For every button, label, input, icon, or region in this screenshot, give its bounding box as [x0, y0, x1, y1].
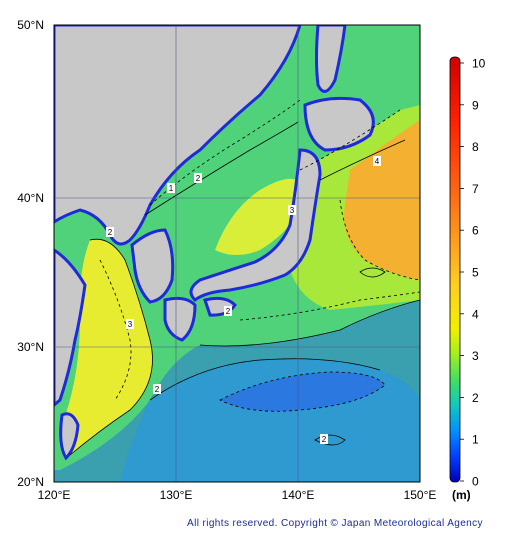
contour-label: 4: [375, 157, 380, 166]
contour-label: 1: [169, 184, 174, 193]
colorbar-tick-label: 4: [472, 307, 479, 321]
contour-label: 2: [196, 174, 201, 183]
colorbar-tick-label: 9: [472, 98, 479, 112]
lon-label: 130°E: [160, 488, 193, 502]
map-area: 1 2 3 4 2 3 2 2 2: [54, 25, 420, 482]
contour-line: [69, 238, 153, 456]
lon-label: 140°E: [282, 488, 315, 502]
graticule: [54, 25, 420, 482]
colorbar-gradient: [449, 56, 461, 483]
contour-line: [299, 109, 401, 171]
land-sakhalin: [315, 25, 347, 93]
lon-label: 120°E: [38, 488, 71, 502]
contour-line: [149, 99, 301, 206]
contour-label: 3: [128, 320, 133, 329]
contour-line: [149, 358, 381, 401]
contour-label: 2: [322, 435, 327, 444]
lat-label: 50°N: [17, 18, 44, 32]
land: [54, 25, 375, 461]
sea-high-zone: [344, 120, 420, 280]
colorbar-tick-label: 2: [472, 391, 479, 405]
contour-line: [239, 291, 420, 321]
contour-line: [99, 259, 132, 401]
lat-label: 30°N: [17, 340, 44, 354]
colorbar-tick-label: 1: [472, 433, 479, 447]
colorbar-tick-label: 3: [472, 349, 479, 363]
sea-deep-blue-zone: [220, 372, 385, 412]
colorbar-tick-label: 6: [472, 224, 479, 238]
colorbar-tick-label: 5: [472, 266, 479, 280]
colorbar-tick-label: 8: [472, 140, 479, 154]
contour-line: [319, 139, 406, 181]
colorbar-tick-label: 10: [472, 57, 486, 71]
land-taiwan: [59, 412, 80, 461]
contour-label: 2: [155, 385, 160, 394]
map-frame: [53, 24, 421, 483]
lon-label: 150°E: [404, 488, 437, 502]
colorbar-tick-label: 0: [472, 475, 479, 489]
contour-line: [359, 267, 386, 278]
land-china-coast: [54, 248, 87, 407]
contour-label: 2: [226, 307, 231, 316]
copyright-notice: All rights reserved. Copyright © Japan M…: [187, 518, 483, 529]
lat-label: 40°N: [17, 191, 44, 205]
land-honshu: [189, 148, 322, 303]
contour-line: [199, 299, 420, 347]
land-kyushu: [163, 296, 197, 342]
lat-axis: 50°N 40°N 30°N 20°N: [17, 18, 44, 489]
land-hokkaido: [303, 96, 375, 152]
land-korea: [130, 228, 175, 304]
contour-line: [339, 199, 420, 281]
contour-label: 2: [108, 228, 113, 237]
colorbar-unit: (m): [452, 488, 471, 502]
contour-labels: 1 2 3 4 2 3 2 2 2: [106, 156, 381, 444]
contour-label: 3: [290, 206, 295, 215]
lon-axis: 120°E 130°E 140°E 150°E: [38, 488, 437, 502]
colorbar-tick-label: 7: [472, 182, 479, 196]
lat-label: 20°N: [17, 475, 44, 489]
